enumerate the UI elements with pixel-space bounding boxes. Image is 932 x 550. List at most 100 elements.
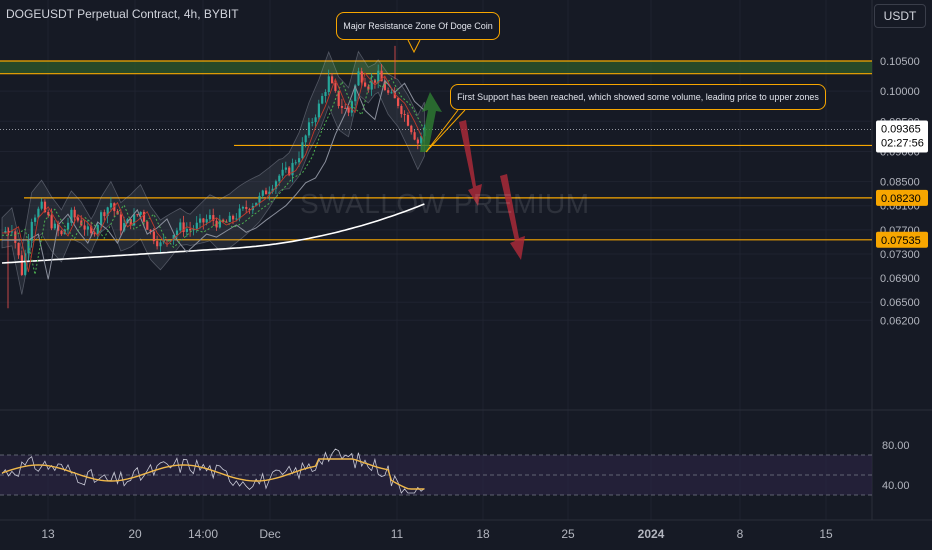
candle-body (271, 188, 274, 192)
countdown-label: 02:27:56 (881, 137, 924, 149)
watermark: SWALLOW PREMIUM (300, 188, 590, 219)
candle-body (83, 225, 86, 230)
rsi-tick-label: 80.00 (882, 440, 910, 452)
time-tick-label: 11 (391, 527, 404, 541)
candle-body (420, 136, 423, 144)
candle-body (337, 90, 340, 106)
candle-body (30, 221, 33, 241)
candle-body (413, 132, 416, 140)
candle-body (373, 80, 377, 83)
resistance-callout-pointer (407, 39, 421, 54)
candle-body (40, 201, 43, 209)
candle-body (149, 229, 152, 232)
candle-body (400, 105, 403, 115)
candle-body (367, 86, 370, 90)
candle-body (166, 239, 169, 241)
time-tick-label: 25 (561, 527, 575, 541)
candle-body (291, 162, 294, 176)
price-tick-label: 0.08500 (880, 177, 920, 189)
candle-body (47, 212, 50, 216)
candle-body (37, 208, 40, 218)
candle-body (76, 217, 80, 221)
level-price-tag (876, 189, 928, 206)
rsi-signal-line (1, 458, 425, 490)
ma-50-line (2, 79, 425, 280)
current-price-label: 0.09365 (881, 123, 921, 135)
price-tick-label: 0.07300 (880, 249, 920, 261)
time-tick-label: Dec (259, 527, 280, 541)
level-price-tag-label: 0.08230 (881, 193, 921, 205)
candle-body (261, 190, 264, 196)
candle-body (146, 221, 149, 230)
candle-body (24, 253, 27, 275)
candle-body (274, 181, 278, 189)
candle-body (34, 217, 37, 222)
candle-body (103, 212, 106, 217)
candle-body (241, 206, 245, 209)
candle-body (284, 167, 287, 170)
candle-body (123, 223, 126, 231)
candle-body (218, 219, 221, 228)
candle-body (288, 167, 291, 176)
candle-body (354, 85, 357, 102)
currency-button[interactable]: USDT (874, 4, 926, 28)
candle-body (397, 98, 400, 106)
time-tick-label: 20 (128, 527, 142, 541)
candle-body (195, 222, 198, 229)
candle-body (179, 222, 182, 231)
candle-body (152, 231, 155, 242)
candle-body (4, 230, 7, 233)
candle-body (139, 211, 142, 215)
candle-body (265, 190, 268, 195)
resistance-callout: Major Resistance Zone Of Doge Coin (336, 12, 500, 40)
arrow-up-green (420, 92, 442, 152)
candle-body (109, 203, 113, 208)
price-tick-label: 0.10500 (880, 56, 920, 68)
candle-body (100, 212, 103, 225)
candle-body (106, 207, 109, 217)
ema-dotted-line (2, 74, 425, 275)
candle-body (314, 117, 317, 123)
candle-body (53, 223, 56, 229)
candle-body (357, 71, 360, 86)
candle-body (268, 191, 271, 195)
candle-body (410, 125, 413, 133)
candle-body (208, 215, 212, 220)
candle-body (317, 103, 320, 118)
candle-body (14, 231, 17, 243)
candle-body (360, 71, 363, 83)
candle-body (311, 122, 314, 124)
candle-body (172, 234, 175, 241)
level-price-tag (876, 231, 928, 248)
candle-body (331, 76, 334, 84)
candle-body (185, 228, 188, 232)
candle-body (307, 122, 311, 136)
candle-body (416, 139, 419, 144)
time-tick-label: 15 (819, 527, 833, 541)
rsi-tick-label: 40.00 (882, 480, 910, 492)
candle-body (380, 70, 383, 82)
candle-body (73, 209, 76, 218)
candle-body (136, 214, 139, 216)
candle-body (70, 209, 73, 223)
level-price-tag-label: 0.07535 (881, 235, 921, 247)
candle-body (60, 230, 63, 235)
candle-body (142, 211, 146, 222)
candle-body (27, 240, 30, 254)
time-tick-label: 18 (476, 527, 490, 541)
candle-body (393, 92, 396, 99)
arrow-down-red-2 (500, 174, 525, 260)
candle-body (298, 158, 301, 163)
candle-body (340, 105, 344, 108)
candle-body (43, 201, 47, 213)
candle-body (321, 95, 324, 104)
candle-body (199, 218, 202, 223)
candle-body (159, 242, 162, 247)
candle-body (245, 206, 248, 210)
time-tick-label: 13 (41, 527, 55, 541)
candle-body (387, 90, 390, 93)
candle-body (67, 222, 70, 230)
candle-body (215, 220, 218, 228)
candle-body (324, 92, 327, 96)
